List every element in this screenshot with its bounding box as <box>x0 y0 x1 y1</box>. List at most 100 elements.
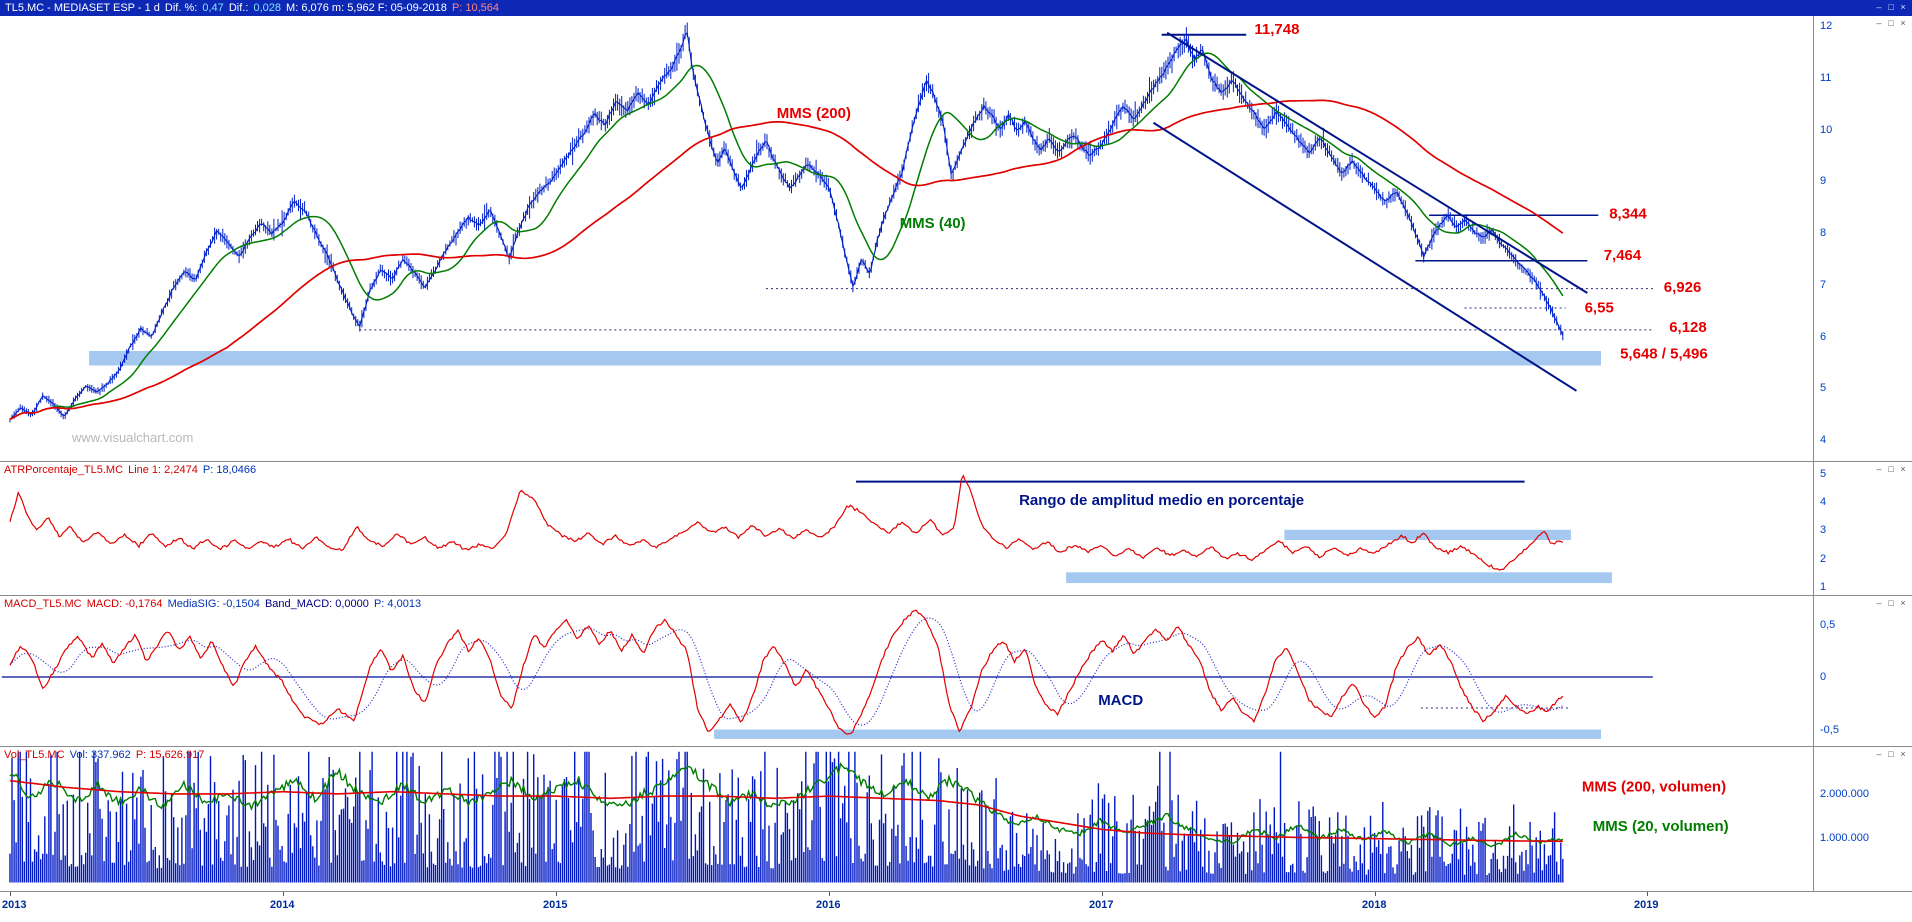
restore-window-button[interactable]: □ <box>1888 2 1894 12</box>
close-panel-button[interactable]: × <box>1900 598 1906 608</box>
year-tick-mark <box>556 892 557 896</box>
header-segment: Vol: 337.962 <box>69 749 134 761</box>
chart-annotation-label: MMS (200, volumen) <box>1582 778 1726 795</box>
chart-annotation-label: MMS (40) <box>900 215 966 232</box>
header-segment: MACD_TL5.MC <box>4 598 85 610</box>
macd-plot-area[interactable]: MACD <box>0 596 1813 746</box>
title-segment: Dif.: <box>225 2 252 14</box>
chart-annotation-label: Rango de amplitud medio en porcentaje <box>1019 492 1304 509</box>
y-axis-tick-label: 3 <box>1820 524 1827 537</box>
header-segment: P: 15.626.917 <box>135 749 205 761</box>
atr-indicator-panel: Rango de amplitud medio en porcentaje AT… <box>0 461 1912 595</box>
support-band <box>1066 572 1612 584</box>
header-segment: Band_MACD: 0,0000 <box>264 598 372 610</box>
y-axis-tick-label: -0,5 <box>1820 723 1839 736</box>
volume-panel-window-controls: – □ × <box>1874 749 1908 760</box>
close-window-button[interactable]: × <box>1900 2 1906 12</box>
year-tick-mark <box>10 892 11 896</box>
minimize-panel-button[interactable]: – <box>1876 464 1882 474</box>
close-panel-button[interactable]: × <box>1900 18 1906 28</box>
y-axis-tick-label: 2.000.000 <box>1820 787 1869 800</box>
chart-annotation-label: 6,55 <box>1585 300 1614 317</box>
volume-indicator-panel: MMS (200, volumen) MMS (20, volumen) Vol_… <box>0 746 1912 891</box>
support-band <box>714 729 1601 739</box>
y-axis-tick-label: 2 <box>1820 552 1827 565</box>
y-axis-tick-label: 0 <box>1820 671 1827 683</box>
volume-mms20-line[interactable] <box>9 762 1564 848</box>
title-segment: M: 6,076 m: 5,962 F: 05-09-2018 <box>283 2 450 14</box>
y-axis-tick-label: 4 <box>1820 434 1827 446</box>
window-controls: – □ × <box>1874 2 1908 13</box>
close-panel-button[interactable]: × <box>1900 464 1906 474</box>
y-axis-tick-label: 6 <box>1820 330 1827 343</box>
chart-annotation-label: MACD <box>1098 692 1143 709</box>
atr-plot-area[interactable]: Rango de amplitud medio en porcentaje <box>0 462 1813 595</box>
volume-plot-area[interactable]: MMS (200, volumen) MMS (20, volumen) <box>0 747 1813 891</box>
minimize-panel-button[interactable]: – <box>1876 18 1882 28</box>
year-tick-mark <box>1375 892 1376 896</box>
macd-signal-line[interactable] <box>9 617 1564 726</box>
chart-annotation-label: MMS (20, volumen) <box>1593 818 1729 835</box>
close-panel-button[interactable]: × <box>1900 749 1906 759</box>
y-axis-tick-label: 8 <box>1820 227 1827 239</box>
price-chart-panel: 11,748 MMS (200) MMS (40) 8,344 7,464 6,926 6,… <box>0 16 1912 461</box>
volume-panel-header: Vol_TL5.MC Vol: 337.962 P: 15.626.917 <box>4 749 206 761</box>
chart-annotation-label: 8,344 <box>1609 205 1647 222</box>
year-tick-label: 2018 <box>1362 899 1387 911</box>
year-tick-mark <box>1102 892 1103 896</box>
header-segment: P: 18,0466 <box>202 464 257 476</box>
chart-window-title-bar[interactable]: TL5.MC - MEDIASET ESP - 1 d Dif. %: 0,47… <box>0 0 1912 16</box>
y-axis-tick-label: 4 <box>1820 496 1827 508</box>
chart-annotation-label: MMS (200) <box>777 105 851 122</box>
year-tick-label: 2016 <box>816 899 841 911</box>
restore-panel-button[interactable]: □ <box>1888 749 1894 759</box>
mms200-line[interactable] <box>9 99 1564 421</box>
macd-panel-window-controls: – □ × <box>1874 598 1908 609</box>
macd-line[interactable] <box>9 609 1564 735</box>
time-axis[interactable]: 2013 2014 2015 2016 2017 2018 2019 <box>0 891 1912 922</box>
header-segment: MediaSIG: -0,1504 <box>167 598 263 610</box>
chart-annotation-label: 11,748 <box>1254 21 1299 38</box>
atr-percentage-line[interactable] <box>9 474 1564 571</box>
axis-separator-line <box>1813 16 1814 891</box>
chart-annotation-label: 5,648 / 5,496 <box>1620 346 1708 363</box>
year-tick-label: 2014 <box>270 899 295 911</box>
title-segment: Dif. %: <box>164 2 201 14</box>
y-axis-tick-label: 1.000.000 <box>1820 832 1869 845</box>
year-tick-mark <box>1647 892 1648 896</box>
title-segment: TL5.MC - MEDIASET ESP - 1 d <box>5 2 163 14</box>
y-axis-tick-label: 7 <box>1820 278 1827 291</box>
macd-indicator-panel: MACD MACD_TL5.MC MACD: -0,1764 MediaSIG:… <box>0 595 1912 746</box>
minimize-window-button[interactable]: – <box>1876 2 1882 12</box>
visualchart-watermark: www.visualchart.com <box>72 430 194 445</box>
volume-bars[interactable] <box>9 751 1564 883</box>
trendline[interactable] <box>1166 31 1588 294</box>
trendline[interactable] <box>1152 121 1577 392</box>
volume-mms200-line[interactable] <box>9 779 1563 843</box>
window-title-text: TL5.MC - MEDIASET ESP - 1 d Dif. %: 0,47… <box>5 2 501 14</box>
y-axis-tick-label: 0,5 <box>1820 618 1836 631</box>
chart-annotation-label: 6,926 <box>1664 279 1702 296</box>
header-segment: MACD: -0,1764 <box>86 598 166 610</box>
restore-panel-button[interactable]: □ <box>1888 464 1894 474</box>
restore-panel-button[interactable]: □ <box>1888 598 1894 608</box>
year-tick-mark <box>829 892 830 896</box>
price-chart-plot-area[interactable]: 11,748 MMS (200) MMS (40) 8,344 7,464 6,926 6,… <box>0 16 1813 461</box>
y-axis-tick-label: 11 <box>1820 71 1832 84</box>
support-band <box>89 351 1602 366</box>
restore-panel-button[interactable]: □ <box>1888 18 1894 28</box>
year-tick-mark <box>283 892 284 896</box>
close-price-line[interactable] <box>9 31 1564 421</box>
minimize-panel-button[interactable]: – <box>1876 749 1882 759</box>
chart-annotation-label: 7,464 <box>1604 247 1642 264</box>
title-segment: 0,47 <box>202 2 224 14</box>
year-tick-label: 2019 <box>1634 899 1659 911</box>
y-axis-tick-label: 10 <box>1820 123 1833 136</box>
mms40-line[interactable] <box>9 52 1564 420</box>
header-segment: Vol_TL5.MC <box>4 749 68 761</box>
y-axis-tick-label: 5 <box>1820 382 1827 395</box>
minimize-panel-button[interactable]: – <box>1876 598 1882 608</box>
y-axis-tick-label: 1 <box>1820 580 1827 593</box>
year-tick-label: 2013 <box>2 899 27 911</box>
